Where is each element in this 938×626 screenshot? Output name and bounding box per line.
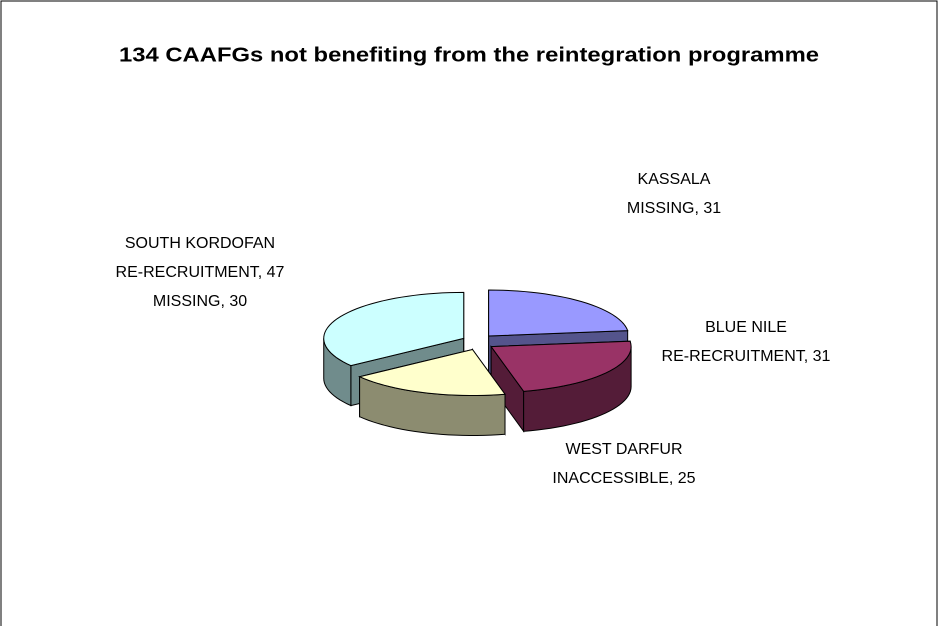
- slice-label: WEST DARFUR: [565, 441, 682, 458]
- slice-label: BLUE NILE: [705, 319, 787, 336]
- chart-title: 134 CAAFGs not benefiting from the reint…: [119, 44, 819, 66]
- slice-annotation: MISSING, 30: [153, 293, 247, 310]
- slice-label: KASSALA: [638, 171, 711, 188]
- slice-value-label: INACCESSIBLE, 25: [552, 470, 695, 487]
- slice-value-label: RE-RECRUITMENT, 31: [662, 348, 831, 365]
- slice-label: SOUTH KORDOFAN: [125, 235, 275, 252]
- slice-value-label: MISSING, 31: [627, 200, 721, 217]
- slice-top: [358, 348, 506, 397]
- slice-top: [323, 291, 465, 367]
- slice-top: [490, 340, 632, 392]
- slice-top: [488, 289, 629, 337]
- pie-slice: [358, 347, 506, 437]
- slice-value-label: RE-RECRUITMENT, 47: [116, 264, 285, 281]
- pie-slice: [490, 340, 632, 433]
